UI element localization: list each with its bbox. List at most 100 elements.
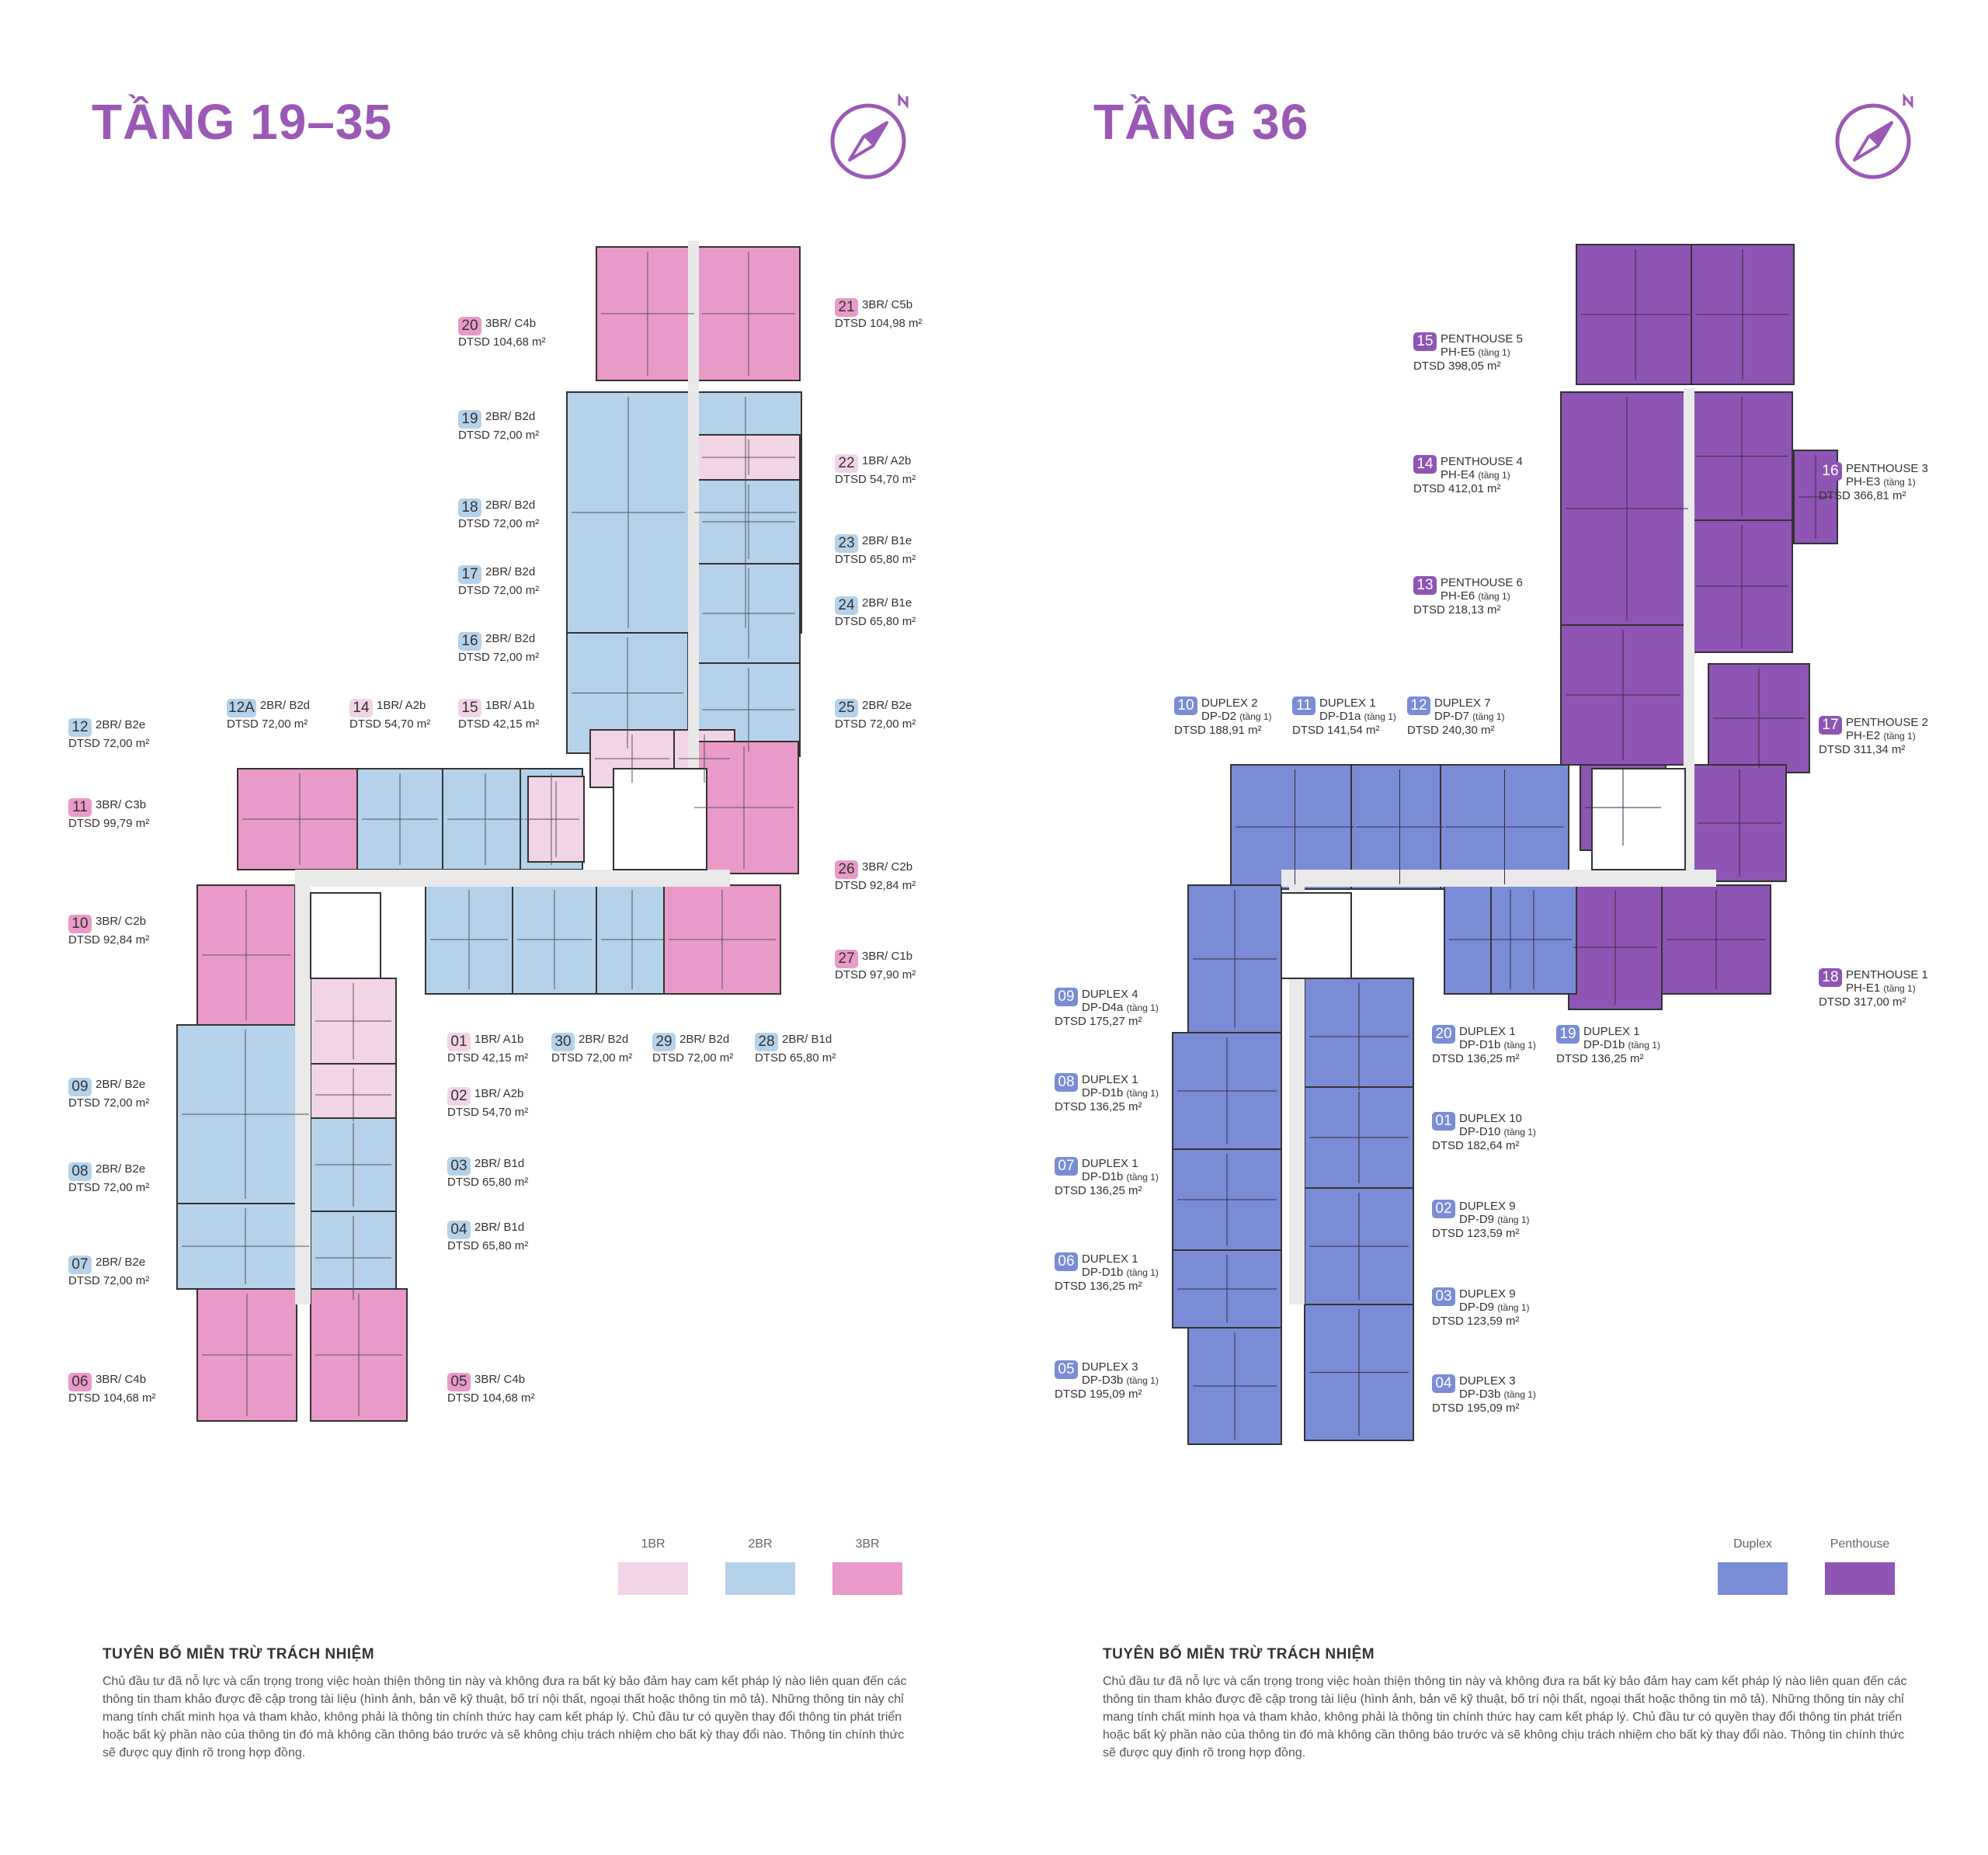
- unit-number-badge: 18: [1819, 968, 1842, 987]
- unit-info: 3BR/ C2b: [862, 860, 912, 874]
- unit-label-29[interactable]: 29 2BR/ B2d DTSD 72,00 m²: [652, 1033, 733, 1065]
- stair-core: [310, 892, 381, 979]
- unit-label-09[interactable]: 09 DUPLEX 4 DP-D4a (tầng 1) DTSD 175,27 m²: [1055, 988, 1159, 1028]
- unit-number-badge: 16: [1819, 462, 1842, 481]
- unit-label-03[interactable]: 03 2BR/ B1d DTSD 65,80 m²: [447, 1157, 528, 1189]
- legend-item-3br: 3BR: [832, 1537, 902, 1595]
- unit-name: DUPLEX 9: [1459, 1287, 1516, 1301]
- unit-number-badge: 19: [458, 410, 481, 429]
- unit-label-10[interactable]: 10 3BR/ C2b DTSD 92,84 m²: [68, 915, 149, 947]
- unit-label-17[interactable]: 17 PENTHOUSE 2 PH-E2 (tầng 1) DTSD 311,34 m…: [1819, 716, 1928, 756]
- unit-area: DTSD 72,00 m²: [227, 717, 308, 731]
- unit-label-21[interactable]: 21 3BR/ C5b DTSD 104,98 m²: [835, 298, 923, 330]
- unit-number-badge: 19: [1556, 1025, 1580, 1044]
- disclaimer-text: Chủ đầu tư đã nỗ lực và cẩn trọng trong …: [1103, 1675, 1907, 1759]
- unit-label-28[interactable]: 28 2BR/ B1d DTSD 65,80 m²: [755, 1033, 836, 1065]
- unit-label-07[interactable]: 07 2BR/ B2e DTSD 72,00 m²: [68, 1256, 149, 1287]
- unit-number-badge: 11: [1292, 696, 1315, 715]
- unit-number-badge: 07: [68, 1256, 92, 1274]
- unit-label-02[interactable]: 02 DUPLEX 9 DP-D9 (tầng 1) DTSD 123,59 m²: [1432, 1200, 1530, 1240]
- unit-label-16[interactable]: 16 PENTHOUSE 3 PH-E3 (tầng 1) DTSD 366,81 m…: [1819, 462, 1928, 502]
- unit-label-14[interactable]: 14 PENTHOUSE 4 PH-E4 (tầng 1) DTSD 412,01 m…: [1413, 455, 1523, 495]
- unit-type: 2BR/ B1d: [474, 1221, 525, 1234]
- unit-label-15[interactable]: 15 PENTHOUSE 5 PH-E5 (tầng 1) DTSD 398,05 m…: [1413, 332, 1523, 373]
- unit-type: 2BR/ B2e: [96, 1256, 146, 1269]
- unit-label-13[interactable]: 13 PENTHOUSE 6 PH-E6 (tầng 1) DTSD 218,13 m…: [1413, 576, 1523, 617]
- unit-area: DTSD 65,80 m²: [835, 553, 916, 566]
- unit-label-05[interactable]: 05 DUPLEX 3 DP-D3b (tầng 1) DTSD 195,09 m²: [1055, 1360, 1159, 1401]
- unit-label-19[interactable]: 19 DUPLEX 1 DP-D1b (tầng 1) DTSD 136,25 m²: [1556, 1025, 1660, 1065]
- unit-label-03[interactable]: 03 DUPLEX 9 DP-D9 (tầng 1) DTSD 123,59 m²: [1432, 1287, 1530, 1328]
- unit-number-badge: 02: [1432, 1200, 1455, 1218]
- unit-label-08[interactable]: 08 2BR/ B2e DTSD 72,00 m²: [68, 1162, 149, 1194]
- unit-area: DTSD 54,70 m²: [447, 1106, 529, 1119]
- unit-label-05[interactable]: 05 3BR/ C4b DTSD 104,68 m²: [447, 1373, 535, 1405]
- unit-label-01[interactable]: 01 1BR/ A1b DTSD 42,15 m²: [447, 1033, 528, 1065]
- unit-info: 2BR/ B1d: [782, 1033, 832, 1046]
- unit-label-11[interactable]: 11 DUPLEX 1 DP-D1a (tầng 1) DTSD 141,54 m²: [1292, 696, 1396, 737]
- unit-area: DTSD 195,09 m²: [1055, 1388, 1142, 1401]
- unit-label-19[interactable]: 19 2BR/ B2d DTSD 72,00 m²: [458, 410, 539, 442]
- corridor: [295, 870, 730, 887]
- unit-label-18[interactable]: 18 2BR/ B2d DTSD 72,00 m²: [458, 498, 539, 530]
- unit-label-27[interactable]: 27 3BR/ C1b DTSD 97,90 m²: [835, 950, 916, 981]
- unit-label-20[interactable]: 20 3BR/ C4b DTSD 104,68 m²: [458, 317, 546, 349]
- unit-name: DUPLEX 3: [1459, 1374, 1516, 1388]
- unit-name: PENTHOUSE 2: [1846, 716, 1928, 729]
- unit-type: PH-E6 (tầng 1): [1441, 589, 1523, 603]
- unit-label-30[interactable]: 30 2BR/ B2d DTSD 72,00 m²: [551, 1033, 632, 1065]
- unit-label-10[interactable]: 10 DUPLEX 2 DP-D2 (tầng 1) DTSD 188,91 m²: [1174, 696, 1272, 737]
- unit-type: DP-D3b (tầng 1): [1082, 1374, 1159, 1388]
- unit-label-18[interactable]: 18 PENTHOUSE 1 PH-E1 (tầng 1) DTSD 317,00 m…: [1819, 968, 1928, 1009]
- unit-label-01[interactable]: 01 DUPLEX 10 DP-D10 (tầng 1) DTSD 182,64 m²: [1432, 1112, 1536, 1152]
- unit-label-12[interactable]: 12 2BR/ B2e DTSD 72,00 m²: [68, 718, 149, 750]
- legend-swatch: [1825, 1562, 1895, 1595]
- unit-label-06[interactable]: 06 DUPLEX 1 DP-D1b (tầng 1) DTSD 136,25 m²: [1055, 1252, 1159, 1293]
- unit-number-badge: 30: [551, 1033, 575, 1051]
- unit-label-07[interactable]: 07 DUPLEX 1 DP-D1b (tầng 1) DTSD 136,25 m²: [1055, 1157, 1159, 1197]
- unit-number-badge: 06: [1055, 1252, 1078, 1271]
- unit-area: DTSD 136,25 m²: [1055, 1100, 1142, 1113]
- unit-label-04[interactable]: 04 DUPLEX 3 DP-D3b (tầng 1) DTSD 195,09 m²: [1432, 1374, 1536, 1415]
- unit-label-15[interactable]: 15 1BR/ A1b DTSD 42,15 m²: [458, 699, 539, 731]
- unit-area: DTSD 97,90 m²: [835, 968, 916, 981]
- unit-label-26[interactable]: 26 3BR/ C2b DTSD 92,84 m²: [835, 860, 916, 892]
- unit-area: DTSD 218,13 m²: [1413, 603, 1501, 617]
- unit-type: DP-D4a (tầng 1): [1082, 1001, 1159, 1015]
- unit-label-11[interactable]: 11 3BR/ C3b DTSD 99,79 m²: [68, 798, 149, 830]
- legend-item-duplex: Duplex: [1718, 1537, 1788, 1595]
- unit-name: DUPLEX 2: [1201, 696, 1258, 710]
- unit-name: PENTHOUSE 6: [1441, 576, 1523, 589]
- unit-label-12A[interactable]: 12A 2BR/ B2d DTSD 72,00 m²: [227, 699, 310, 731]
- unit-number-badge: 05: [1055, 1360, 1078, 1379]
- unit-label-12[interactable]: 12 DUPLEX 7 DP-D7 (tầng 1) DTSD 240,30 m²: [1407, 696, 1505, 737]
- unit-floor-note: (tầng 1): [1503, 1389, 1536, 1400]
- unit-label-14[interactable]: 14 1BR/ A2b DTSD 54,70 m²: [349, 699, 430, 731]
- unit-name: PENTHOUSE 5: [1441, 332, 1523, 346]
- unit-type: 3BR/ C4b: [96, 1373, 147, 1386]
- stair-core: [1591, 768, 1686, 870]
- unit-label-20[interactable]: 20 DUPLEX 1 DP-D1b (tầng 1) DTSD 136,25 m²: [1432, 1025, 1536, 1065]
- unit-info: 2BR/ B2e: [96, 718, 145, 731]
- unit-name: DUPLEX 1: [1082, 1073, 1138, 1086]
- unit-label-09[interactable]: 09 2BR/ B2e DTSD 72,00 m²: [68, 1078, 149, 1110]
- left-page-title: TẦNG 19–35: [92, 94, 393, 150]
- unit-number-badge: 01: [447, 1033, 471, 1051]
- unit-label-16[interactable]: 16 2BR/ B2d DTSD 72,00 m²: [458, 632, 539, 664]
- unit-label-24[interactable]: 24 2BR/ B1e DTSD 65,80 m²: [835, 596, 916, 628]
- unit-info: 2BR/ B2e: [96, 1078, 145, 1091]
- unit-label-17[interactable]: 17 2BR/ B2d DTSD 72,00 m²: [458, 565, 539, 597]
- unit-number-badge: 23: [835, 534, 858, 553]
- unit-label-23[interactable]: 23 2BR/ B1e DTSD 65,80 m²: [835, 534, 916, 566]
- unit-area: DTSD 65,80 m²: [447, 1239, 529, 1252]
- unit-info: 2BR/ B2d: [485, 498, 535, 512]
- unit-number-badge: 12A: [227, 699, 256, 717]
- unit-label-22[interactable]: 22 1BR/ A2b DTSD 54,70 m²: [835, 454, 916, 486]
- unit-info: DUPLEX 10 DP-D10 (tầng 1): [1459, 1112, 1536, 1139]
- unit-label-06[interactable]: 06 3BR/ C4b DTSD 104,68 m²: [68, 1373, 156, 1405]
- unit-number-badge: 08: [1055, 1073, 1078, 1092]
- unit-label-08[interactable]: 08 DUPLEX 1 DP-D1b (tầng 1) DTSD 136,25 m²: [1055, 1073, 1159, 1113]
- unit-label-04[interactable]: 04 2BR/ B1d DTSD 65,80 m²: [447, 1221, 528, 1252]
- unit-label-25[interactable]: 25 2BR/ B2e DTSD 72,00 m²: [835, 699, 916, 731]
- unit-label-02[interactable]: 02 1BR/ A2b DTSD 54,70 m²: [447, 1087, 528, 1119]
